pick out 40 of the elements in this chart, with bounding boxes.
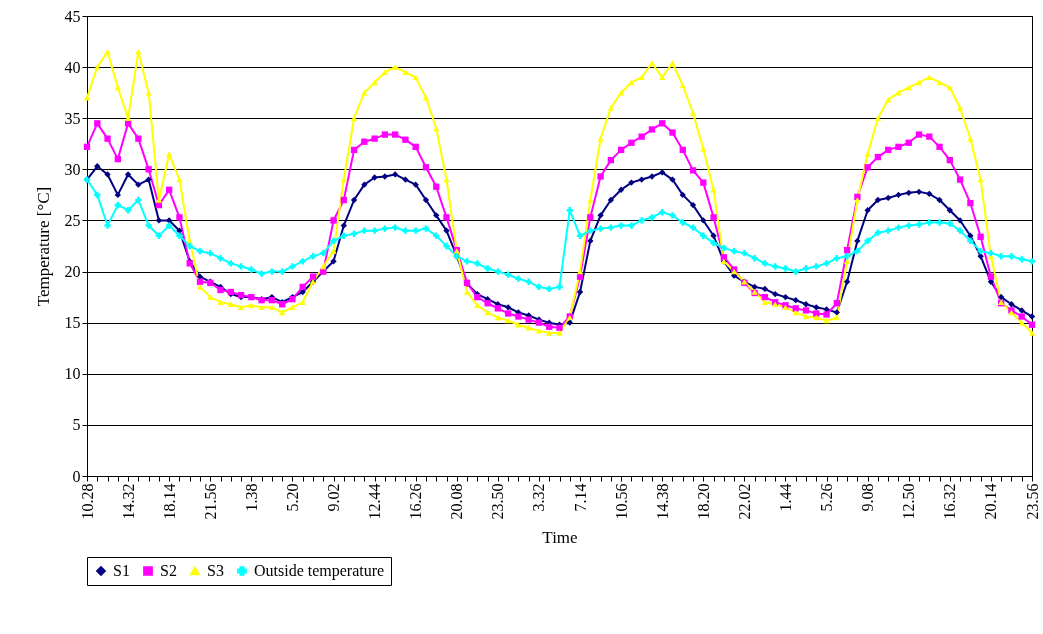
- y-tick-label: 0: [72, 467, 81, 485]
- x-tick-label: 21.56: [201, 483, 219, 520]
- y-tick-label: 10: [64, 365, 81, 383]
- x-tick-label: 20.14: [982, 483, 1000, 520]
- x-tick-label: 20.08: [448, 483, 466, 520]
- y-tick-label: 15: [64, 314, 81, 332]
- x-tick-label: 10.28: [78, 483, 96, 520]
- x-tick-label: 1.38: [242, 483, 260, 512]
- x-axis-title: Time: [542, 527, 578, 547]
- legend-label: S2: [160, 562, 177, 579]
- legend-label: Outside temperature: [254, 562, 385, 580]
- x-tick-label: 9.08: [859, 483, 877, 512]
- x-tick-label: 7.14: [571, 483, 589, 512]
- x-tick-label: 1.44: [776, 483, 794, 512]
- y-tick-label: 5: [72, 416, 81, 434]
- x-tick-label: 10.56: [612, 483, 630, 520]
- x-tick-label: 9.02: [325, 483, 343, 512]
- x-tick-label: 23.50: [489, 483, 507, 520]
- y-tick-label: 45: [64, 7, 81, 25]
- legend-label: S3: [207, 562, 224, 579]
- x-tick-label: 23.56: [1023, 483, 1041, 520]
- legend-label: S1: [113, 562, 130, 579]
- y-axis-title: Temperature [°C]: [33, 186, 53, 307]
- x-tick-label: 22.02: [735, 483, 753, 520]
- y-tick-label: 20: [64, 263, 81, 281]
- x-tick-label: 16.32: [941, 483, 959, 520]
- x-tick-label: 12.50: [900, 483, 918, 520]
- y-tick-label: 35: [64, 109, 81, 127]
- x-tick-label: 12.44: [366, 483, 384, 520]
- y-tick-label: 30: [64, 160, 81, 178]
- x-tick-label: 18.14: [160, 483, 178, 520]
- x-tick-label: 14.38: [653, 483, 671, 520]
- x-tick-label: 5.20: [283, 483, 301, 512]
- x-tick-label: 14.32: [119, 483, 137, 520]
- y-tick-label: 25: [64, 211, 81, 229]
- x-tick-label: 18.20: [694, 483, 712, 520]
- y-tick-label: 40: [64, 58, 81, 76]
- x-tick-label: 3.32: [530, 483, 548, 512]
- x-tick-label: 5.26: [818, 483, 836, 512]
- x-tick-label: 16.26: [407, 483, 425, 520]
